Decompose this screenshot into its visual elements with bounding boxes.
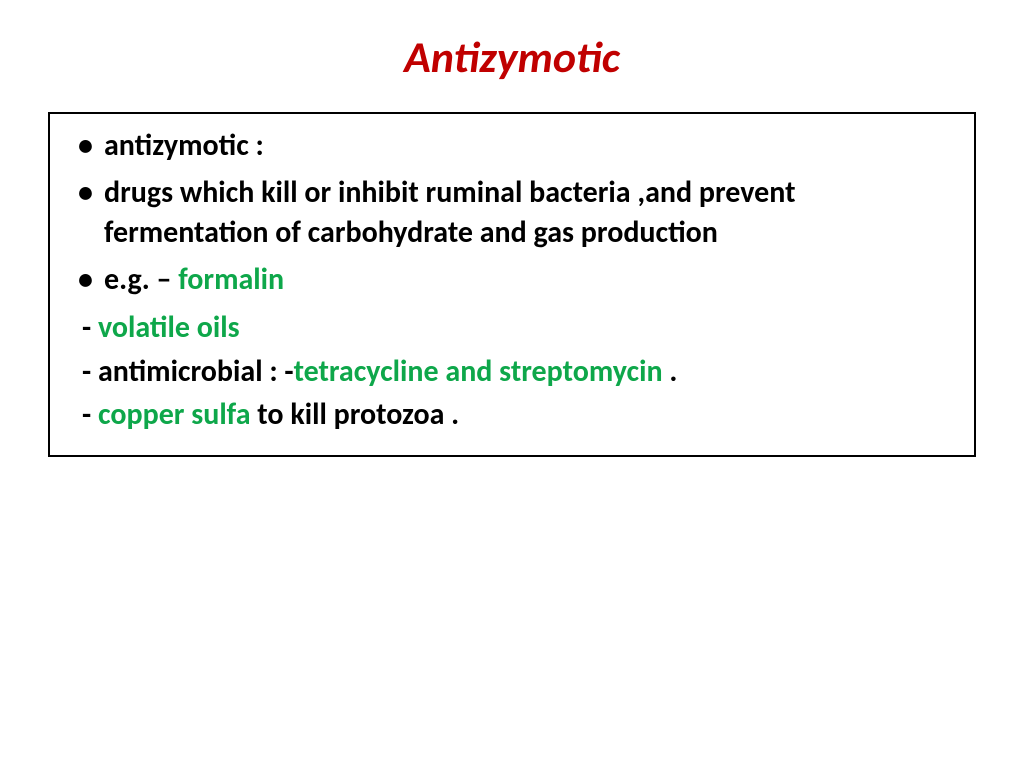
bullet-text: e.g. –: [104, 261, 178, 298]
bullet-list: antizymotic : drugs which kill or inhibi…: [74, 126, 950, 300]
dash: -: [82, 396, 98, 433]
text-line: - volatile oils: [74, 306, 950, 350]
highlight-text: tetracycline and streptomycin: [294, 353, 670, 390]
plain-text: .: [669, 353, 677, 390]
bullet-item: drugs which kill or inhibit ruminal bact…: [104, 173, 950, 254]
text-line: - antimicrobial : -tetracycline and stre…: [74, 350, 950, 394]
plain-text: to kill protozoa .: [257, 396, 459, 433]
bullet-item: e.g. – formalin: [104, 260, 950, 301]
content-box: antizymotic : drugs which kill or inhibi…: [48, 112, 976, 457]
highlight-text: copper sulfa: [98, 396, 257, 433]
slide-title: Antizymotic: [40, 30, 984, 84]
highlight-text: volatile oils: [98, 309, 240, 346]
dash: -: [82, 309, 98, 346]
text-line: - copper sulfa to kill protozoa .: [74, 393, 950, 437]
dash: -: [82, 353, 98, 390]
plain-text: antimicrobial : -: [98, 353, 294, 390]
highlight-text: formalin: [178, 261, 284, 298]
bullet-item: antizymotic :: [104, 126, 950, 167]
